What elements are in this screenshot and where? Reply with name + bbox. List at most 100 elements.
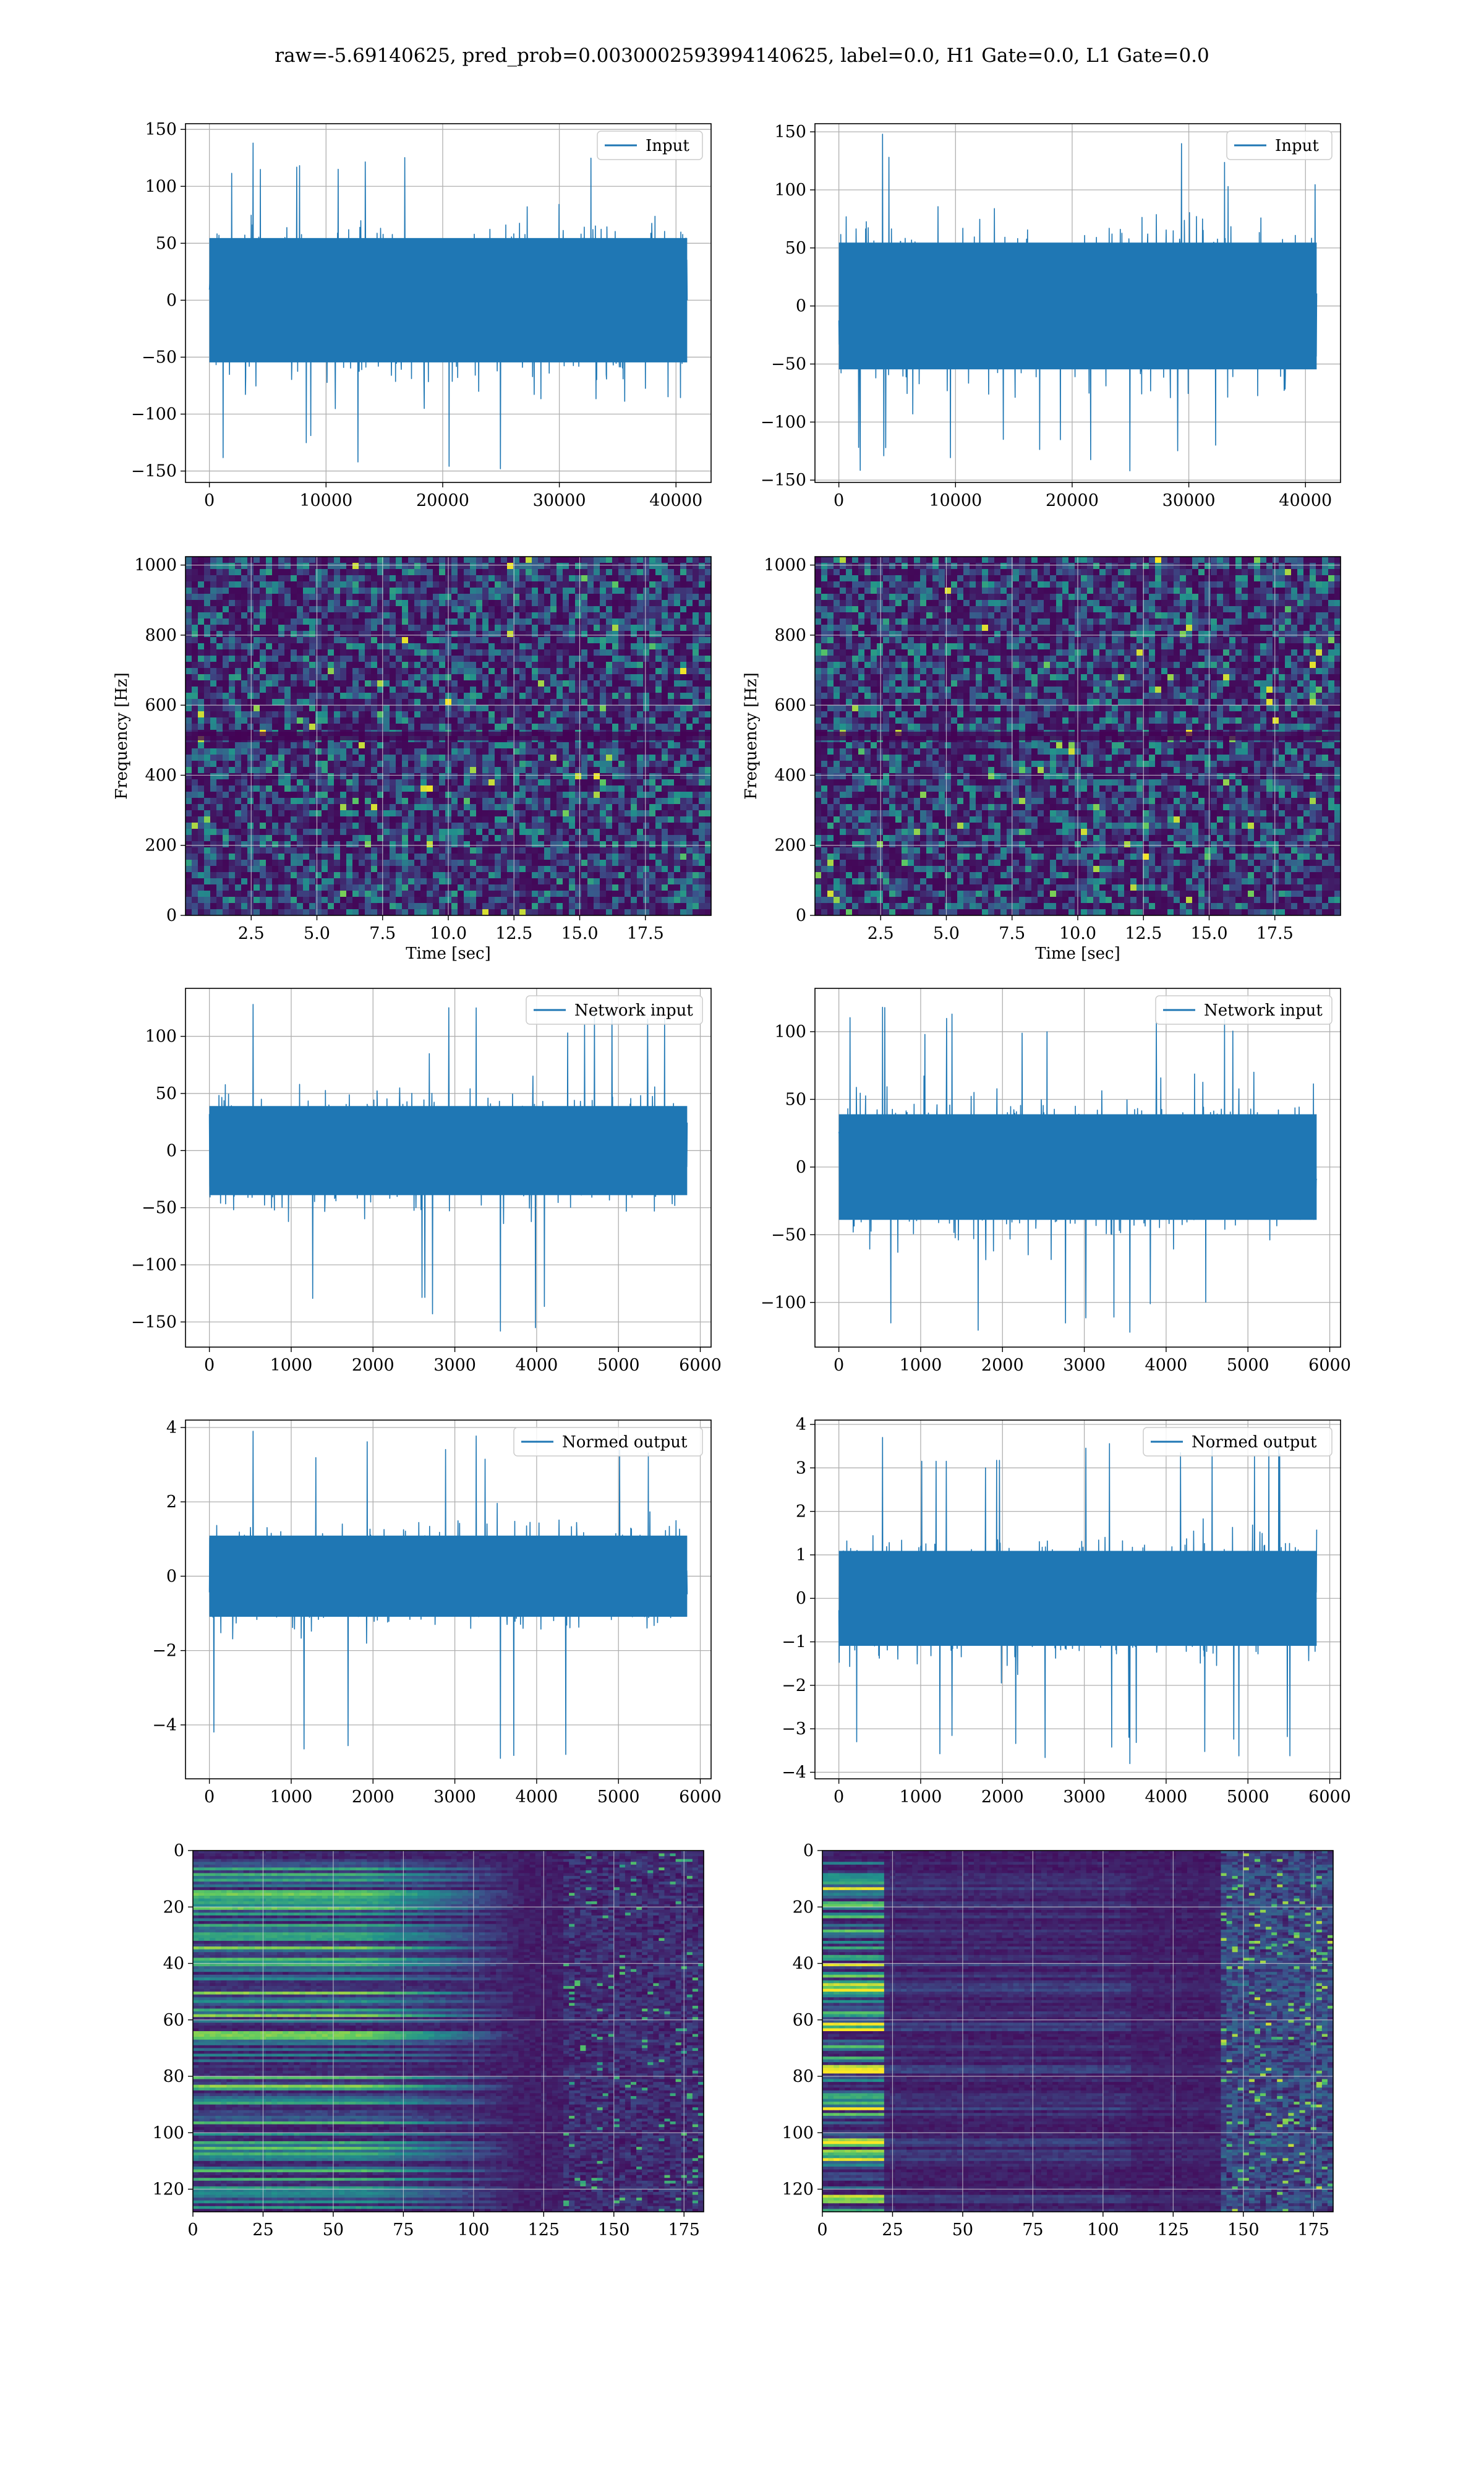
r2-left-cell — [637, 767, 644, 774]
r2-left-cell — [631, 612, 638, 619]
r2-left-cell — [390, 785, 396, 792]
r2-left-cell — [488, 581, 495, 588]
r2-left-cell — [587, 668, 594, 675]
r2-left-cell — [235, 854, 242, 860]
r2-left-cell — [674, 618, 681, 625]
r2-left-cell — [693, 804, 699, 811]
r2-left-cell — [223, 835, 229, 842]
r2-left-cell — [662, 773, 668, 780]
r2-left-cell — [192, 699, 198, 706]
r2-left-cell — [439, 798, 446, 805]
r2-left-cell — [550, 588, 557, 594]
r2-left-cell — [705, 674, 712, 681]
r2-left-cell — [216, 711, 223, 718]
r2-left-cell — [427, 816, 433, 823]
r2-left-cell — [315, 835, 322, 842]
r2-left-cell — [260, 588, 267, 594]
r2-left-cell — [699, 656, 706, 662]
r2-left-cell — [470, 878, 477, 885]
r2-left-cell — [618, 779, 625, 786]
r2-left-cell — [600, 854, 607, 860]
r2-left-cell — [686, 575, 693, 582]
r2-left-cell — [414, 779, 421, 786]
r2-left-cell — [346, 656, 353, 662]
r2-left-cell — [408, 643, 415, 650]
r2-left-cell — [247, 717, 254, 724]
r2-left-cell — [625, 680, 631, 687]
r2-left-cell — [223, 798, 229, 805]
r2-left-cell — [458, 600, 464, 607]
r2-left-cell — [581, 569, 588, 576]
r2-left-cell — [470, 785, 477, 792]
r2-left-cell — [637, 835, 644, 842]
r2-left-cell — [693, 761, 699, 768]
r2-left-cell — [451, 668, 458, 675]
r2-left-cell — [649, 773, 656, 780]
r2-left-cell — [198, 884, 205, 891]
r2-left-cell — [278, 810, 285, 817]
r2-left-cell — [297, 600, 304, 607]
r2-left-cell — [315, 785, 322, 792]
r2-left-cell — [563, 717, 569, 724]
r2-left-cell — [600, 767, 607, 774]
r2-left-cell — [643, 779, 650, 786]
r2-left-cell — [674, 594, 681, 601]
r2-left-cell — [587, 711, 594, 718]
r2-left-cell — [668, 724, 675, 730]
r2-left-cell — [359, 792, 365, 798]
r2-left-cell — [204, 656, 211, 662]
r2-left-cell — [495, 668, 501, 675]
r2-left-cell — [482, 835, 489, 842]
r2-left-cell — [507, 705, 514, 712]
r2-left-cell — [303, 816, 310, 823]
r2-left-cell — [266, 804, 273, 811]
r2-left-cell — [482, 841, 489, 848]
r2-left-cell — [556, 742, 563, 749]
r2-left-cell — [631, 662, 638, 669]
r2-left-cell — [705, 649, 712, 656]
r2-left-cell — [284, 909, 291, 916]
r2-left-cell — [668, 854, 675, 860]
r2-left-cell — [192, 594, 198, 601]
r2-left-cell — [291, 761, 297, 768]
r2-left-cell — [495, 872, 501, 879]
r2-left-cell — [569, 860, 576, 867]
r2-left-cell — [334, 841, 341, 848]
r2-left-cell — [674, 835, 681, 842]
r2-left-cell — [229, 563, 236, 570]
r2-left-cell — [235, 717, 242, 724]
r2-left-cell — [390, 680, 396, 687]
r2-left-cell — [309, 693, 316, 700]
r2-left-cell — [625, 643, 631, 650]
r2-left-cell — [297, 847, 304, 854]
r2-left-cell — [414, 643, 421, 650]
r2-left-cell — [625, 668, 631, 675]
r2-left-cell — [229, 810, 236, 817]
r2-left-cell — [186, 903, 192, 910]
r2-left-cell — [674, 581, 681, 588]
r2-left-cell — [266, 618, 273, 625]
r2-left-cell — [322, 612, 328, 619]
r2-left-cell — [458, 563, 464, 570]
r2-left-cell — [544, 656, 551, 662]
r2-left-cell — [686, 748, 693, 755]
r2-left-cell — [625, 872, 631, 879]
r2-left-cell — [550, 767, 557, 774]
r2-left-cell — [223, 600, 229, 607]
r2-left-cell — [526, 872, 532, 879]
r2-left-cell — [699, 755, 706, 761]
r2-left-cell — [674, 699, 681, 706]
r2-left-cell — [359, 637, 365, 644]
r2-left-cell — [451, 872, 458, 879]
r2-left-cell — [569, 563, 576, 570]
r2-left-cell — [359, 816, 365, 823]
r2-left-cell — [693, 588, 699, 594]
r2-left-cell — [408, 575, 415, 582]
r2-left-cell — [649, 699, 656, 706]
r2-left-cell — [581, 841, 588, 848]
r2-left-cell — [662, 860, 668, 867]
r2-left-cell — [686, 854, 693, 860]
r2-left-cell — [297, 841, 304, 848]
r2-left-cell — [587, 903, 594, 910]
r2-left-cell — [680, 860, 687, 867]
